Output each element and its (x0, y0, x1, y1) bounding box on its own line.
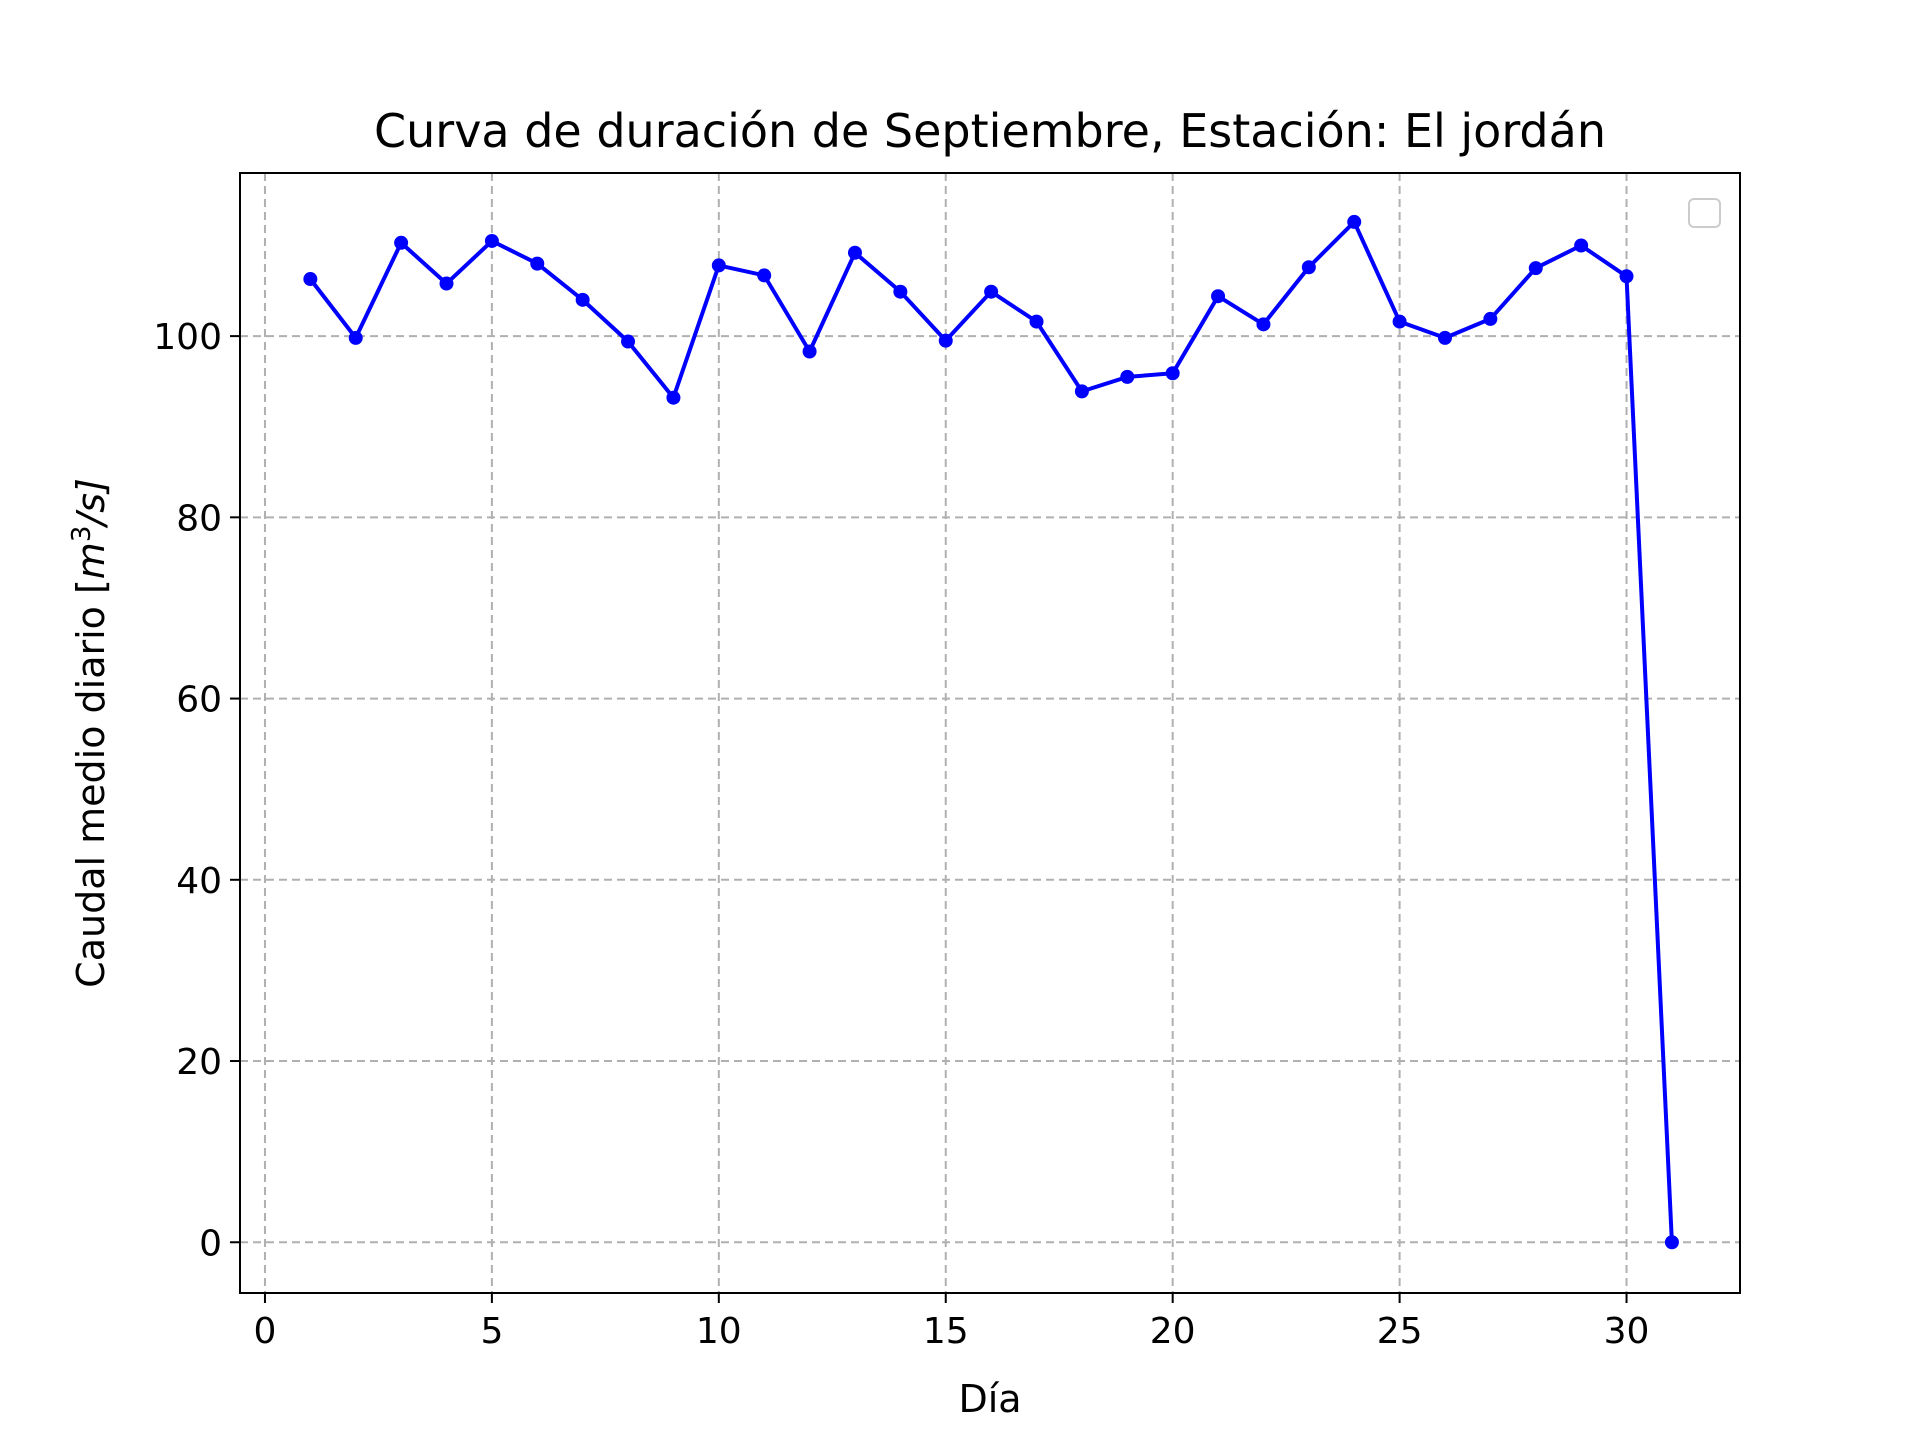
legend-box (1688, 198, 1721, 228)
y-tick-label: 80 (176, 498, 222, 539)
data-point (1574, 238, 1589, 253)
data-point (394, 235, 409, 250)
x-tick-label: 5 (480, 1311, 503, 1352)
plot-frame (239, 172, 1741, 1294)
y-axis-label-tail: /s] (69, 478, 113, 528)
x-tick-label: 25 (1377, 1311, 1423, 1352)
y-axis-label-m: m (69, 542, 113, 579)
data-point (1619, 269, 1634, 284)
data-point (1120, 369, 1135, 384)
x-tick-label: 0 (254, 1311, 277, 1352)
y-axis-label: Caudal medio diario [m3/s] (67, 478, 113, 988)
data-point (621, 334, 636, 349)
x-tick-label: 30 (1604, 1311, 1650, 1352)
data-point (439, 276, 454, 291)
x-axis-label: Día (958, 1377, 1021, 1421)
data-point (802, 344, 817, 359)
x-tick-label: 10 (696, 1311, 742, 1352)
data-point (303, 272, 318, 287)
x-tick-label: 15 (923, 1311, 969, 1352)
data-point (1301, 260, 1316, 275)
data-point (1437, 330, 1452, 345)
grid-lines (240, 173, 1740, 1293)
data-point (1528, 261, 1543, 276)
y-tick-label: 100 (153, 317, 222, 358)
data-point (530, 256, 545, 271)
data-point (757, 268, 772, 283)
data-point (847, 245, 862, 260)
data-point (1483, 311, 1498, 326)
data-point (348, 330, 363, 345)
data-point (711, 258, 726, 273)
axis-ticks: 0 5 10 15 20 25 30 0 20 40 60 80 100 (153, 317, 1649, 1352)
y-tick-label: 0 (199, 1223, 222, 1264)
data-point (1347, 214, 1362, 229)
series-layer (303, 214, 1679, 1250)
chart-title: Curva de duración de Septiembre, Estació… (374, 104, 1606, 158)
data-point (1165, 366, 1180, 381)
data-point (575, 292, 590, 307)
data-point (984, 284, 999, 299)
data-point (1256, 317, 1271, 332)
data-point (1211, 289, 1226, 304)
data-point (1029, 314, 1044, 329)
data-point (1074, 384, 1089, 399)
data-point (893, 284, 908, 299)
data-point (938, 333, 953, 348)
data-point (484, 233, 499, 248)
y-tick-label: 40 (176, 861, 222, 902)
data-point (666, 390, 681, 405)
data-point (1664, 1235, 1679, 1250)
y-axis-label-exp: 3 (67, 526, 97, 543)
x-tick-label: 20 (1150, 1311, 1196, 1352)
y-tick-label: 60 (176, 680, 222, 721)
y-axis-label-main: Caudal medio diario [ (69, 579, 113, 988)
data-point (1392, 314, 1407, 329)
y-tick-label: 20 (176, 1042, 222, 1083)
